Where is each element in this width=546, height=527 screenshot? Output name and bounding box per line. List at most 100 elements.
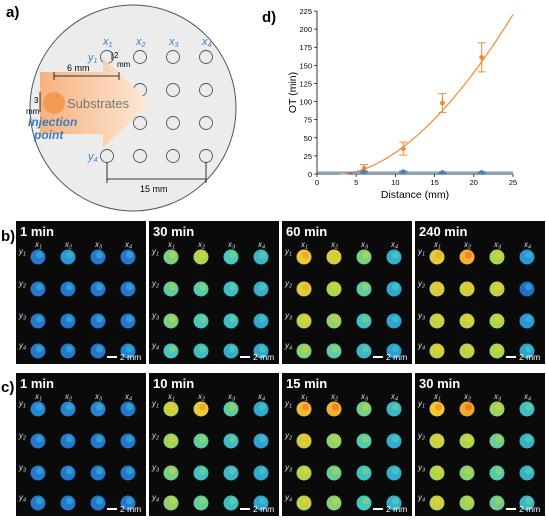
well (133, 50, 147, 64)
sensor-spot-highlight (525, 251, 532, 259)
sensor-spot-highlight (525, 435, 532, 443)
dim-15mm-label: 15 mm (140, 184, 168, 194)
row-label: y4 (87, 151, 98, 164)
sensor-spot-highlight (36, 435, 43, 443)
y-tick-label: 225 (299, 7, 312, 16)
row-label: y4 (151, 341, 159, 352)
injection-label-line1: Injection (28, 115, 77, 129)
sensor-spot-highlight (229, 497, 236, 505)
sensor-spot-highlight (362, 435, 369, 443)
sensor-spot-highlight (66, 251, 73, 259)
sensor-spot-highlight (362, 403, 369, 411)
column-label: x4 (523, 240, 531, 251)
sensor-spot-highlight (169, 315, 176, 323)
row-label: y3 (18, 463, 27, 474)
column-label: x4 (257, 240, 265, 251)
sensor-spot-highlight (435, 467, 442, 475)
sensor-spot-highlight (495, 315, 502, 323)
time-label: 15 min (286, 376, 327, 391)
sensor-spot-highlight (66, 497, 73, 505)
sensor-spot-highlight (126, 345, 133, 353)
sensor-spot-highlight (392, 403, 399, 411)
column-label: x4 (390, 240, 398, 251)
y-tick-label: 50 (304, 134, 312, 143)
sensor-spot-highlight (96, 283, 103, 291)
column-label: x3 (94, 392, 103, 403)
time-label: 60 min (286, 224, 327, 239)
column-label: x2 (135, 36, 146, 49)
ot-chart: 0 25 50 75 100 125 150 175 200 225 0 5 10 15 20 25 Dista… (287, 7, 517, 201)
sensor-spot-highlight (332, 315, 339, 323)
data-point (361, 165, 367, 171)
time-label: 10 min (153, 376, 194, 391)
row-label: y1 (18, 399, 26, 410)
sensor-spot-highlight (332, 497, 339, 505)
column-label: x2 (197, 240, 205, 251)
row-label: y2 (284, 431, 292, 442)
column-label: x2 (64, 392, 72, 403)
sensor-spot-highlight (229, 467, 236, 475)
sensor-spot-highlight (362, 283, 369, 291)
row-label: y1 (87, 52, 98, 65)
y-tick-label: 125 (299, 79, 312, 88)
sensor-spot-highlight (36, 251, 43, 259)
sensor-spot-highlight (229, 403, 236, 411)
x-tick-label: 25 (509, 178, 517, 187)
sensor-spot-highlight (169, 497, 176, 505)
sensor-spot-highlight (435, 283, 442, 291)
row-label: y1 (18, 247, 26, 258)
x-tick-label: 15 (430, 178, 438, 187)
sensor-spot-highlight (126, 467, 133, 475)
column-label: x2 (463, 240, 471, 251)
well (166, 149, 180, 163)
row-label: y2 (151, 431, 159, 442)
sensor-spot-highlight (392, 315, 399, 323)
time-label: 30 min (153, 224, 194, 239)
row-label: y2 (417, 279, 425, 290)
sensor-spot-highlight (169, 283, 176, 291)
sensor-spot-highlight (435, 345, 442, 353)
sensor-spot-highlight (302, 315, 309, 323)
sensor-spot-highlight (126, 403, 133, 411)
sensor-spot-highlight (96, 345, 103, 353)
column-labels: x1 x2 x3 x4 (102, 36, 212, 49)
column-label: x2 (64, 240, 72, 251)
y-tick-label: 25 (304, 152, 312, 161)
sensor-spot-highlight (302, 251, 309, 259)
scale-bar-label: 2 mm (519, 352, 540, 362)
sensor-spot-highlight (169, 467, 176, 475)
sensor-spot-highlight (435, 403, 442, 411)
row-label: y4 (284, 341, 292, 352)
sensor-spot-highlight (465, 345, 472, 353)
well (166, 50, 180, 64)
dim-2mm-label-b: mm (117, 60, 131, 69)
column-label: x3 (227, 392, 236, 403)
scale-bar-label: 2 mm (253, 352, 274, 362)
row-label: y3 (417, 311, 426, 322)
x-tick-label: 20 (470, 178, 478, 187)
sensor-spot-highlight (495, 345, 502, 353)
sensor-spot-highlight (465, 467, 472, 475)
column-label: x1 (433, 392, 441, 403)
row-label: y1 (151, 399, 159, 410)
row-label: y1 (284, 399, 292, 410)
sensor-spot-highlight (525, 497, 532, 505)
sensor-spot-highlight (392, 497, 399, 505)
row-label: y4 (18, 493, 26, 504)
well (166, 116, 180, 130)
time-label: 1 min (20, 224, 54, 239)
column-label: x1 (167, 392, 175, 403)
sensor-spot-highlight (525, 467, 532, 475)
sensor-spot-highlight (259, 283, 266, 291)
scale-bar-label: 2 mm (120, 504, 141, 514)
sensor-spot-highlight (465, 403, 472, 411)
injection-point-marker (43, 92, 65, 114)
sensor-spot-highlight (495, 497, 502, 505)
